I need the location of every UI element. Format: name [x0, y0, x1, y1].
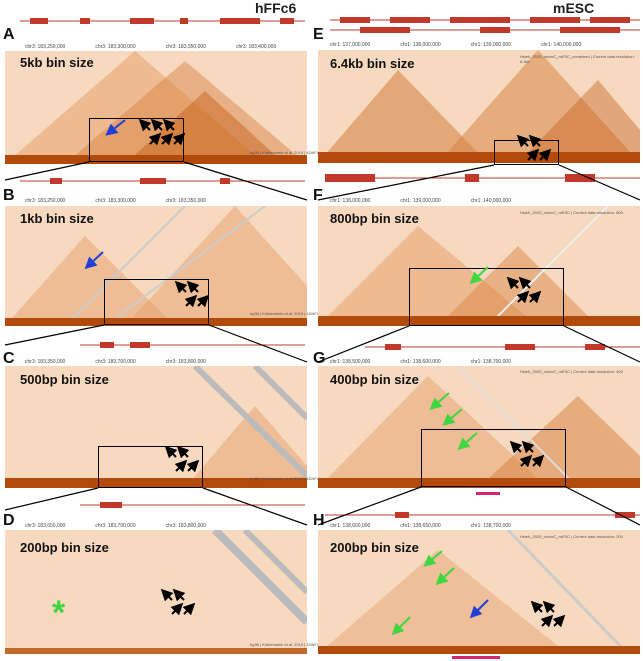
credit-d: hg38 | Krietenstein et al. 2019 | 4DNFI.… [250, 642, 322, 647]
bin-label-f: 800bp bin size [330, 211, 419, 226]
panel-letter-a: A [3, 26, 15, 43]
panel-letter-f: F [313, 187, 323, 204]
gene-track-g [325, 340, 640, 352]
underline-bar-g [476, 492, 500, 495]
bin-label-e: 6.4kb bin size [330, 56, 415, 71]
zoom-box-a [89, 118, 184, 162]
zoom-box-c [98, 446, 203, 488]
zoom-box-f [409, 268, 564, 326]
credit-a: hg38 | Krietenstein et al. 2019 | 4DNFI.… [250, 150, 322, 155]
bin-label-g: 400bp bin size [330, 372, 419, 387]
bin-label-b: 1kb bin size [20, 211, 94, 226]
hic-map-d [5, 530, 307, 654]
column-title-mesc: mESC [553, 0, 595, 16]
axis-b: chr3: 183,250,000 chr3: 183,300,000 chr3: … [25, 198, 206, 204]
axis-e: chr1: 137,000,000 chr1: 138,000,000 chr1: … [330, 42, 582, 48]
axis-d: chr3: 183,650,000 chr3: 183,700,000 chr3: … [25, 523, 206, 529]
axis-f: chr1: 138,000,000 chr1: 139,000,000 chr1: … [330, 198, 511, 204]
hic-map-f [318, 206, 640, 326]
axis-h: chr1: 138,600,000 chr1: 138,650,000 chr1: … [330, 523, 511, 529]
panel-letter-b: B [3, 187, 15, 204]
gene-track-e [330, 14, 640, 33]
column-title-hffc6: hFFc6 [255, 0, 297, 16]
zoom-box-e [494, 140, 559, 165]
credit-h: Hsieh_2020_microC_mESC | Current data re… [520, 534, 623, 539]
bin-label-d: 200bp bin size [20, 540, 109, 555]
panel-letter-c: C [3, 350, 15, 367]
bin-label-a: 5kb bin size [20, 55, 94, 70]
credit-f: Hsieh_2020_microC_mESC | Current data re… [520, 210, 623, 215]
axis-c: chr3: 183,350,000 chr3: 183,700,000 chr3: … [25, 359, 206, 365]
credit-b: hg38 | Krietenstein et al. 2019 | 4DNFI.… [250, 311, 322, 316]
gene-track-f [325, 170, 640, 182]
hic-map-e [318, 50, 640, 163]
zoom-box-b [104, 279, 209, 325]
panel-letter-e: E [313, 26, 324, 43]
gene-track-d [20, 498, 305, 510]
axis-a: chr3: 183,250,000 chr3: 183,300,000 chr3: … [25, 44, 277, 50]
credit-e: Hsieh_2020_microC_mESC_combined | Curren… [520, 54, 635, 64]
panel-letter-d: D [3, 512, 15, 529]
gene-track-a [20, 14, 305, 26]
bin-label-c: 500bp bin size [20, 372, 109, 387]
credit-g: Hsieh_2020_microC_mESC | Current data re… [520, 369, 623, 374]
bin-label-h: 200bp bin size [330, 540, 419, 555]
gene-track-h [325, 508, 640, 520]
zoom-box-g [421, 429, 566, 487]
hic-map-g [318, 366, 640, 488]
gene-track-c [20, 338, 305, 350]
hic-map-c [5, 366, 307, 488]
hic-map-h [318, 530, 640, 654]
gene-track-b [20, 174, 305, 186]
panel-letter-h: H [313, 512, 325, 529]
green-asterisk: * [52, 594, 66, 632]
hic-map-a [5, 51, 307, 164]
credit-c: hg38 | Krietenstein et al. 2019 | 4DNFI.… [250, 476, 322, 481]
underline-bar-h [452, 656, 500, 659]
hic-map-b [5, 206, 307, 326]
